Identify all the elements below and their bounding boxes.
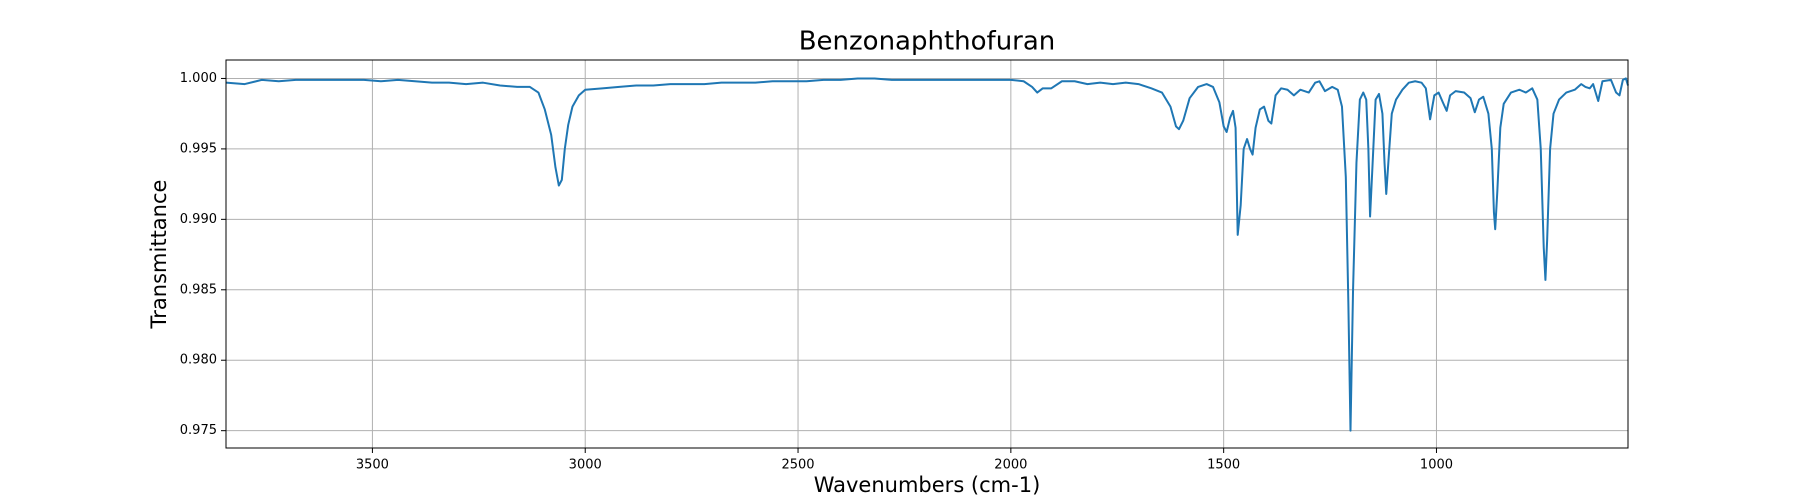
y-tick-label: 0.985 [180,282,217,297]
axes-frame [225,59,1629,449]
y-tick-label: 1.000 [180,71,217,86]
x-tick-label: 3500 [356,458,389,473]
x-tick-label: 2000 [994,458,1027,473]
y-tick-label: 0.990 [180,212,217,227]
x-tick-label: 3000 [569,458,602,473]
y-tick-label: 0.975 [180,423,217,438]
y-tick-label: 0.995 [180,141,217,156]
y-axis-label: Transmittance [147,180,171,330]
y-tick-label: 0.980 [180,353,217,368]
x-tick-label: 2500 [781,458,814,473]
x-tick-label: 1000 [1420,458,1453,473]
x-axis-label: Wavenumbers (cm-1) [814,473,1041,497]
x-tick-label: 1500 [1207,458,1240,473]
spectrum-line [225,77,1629,432]
chart-title: Benzonaphthofuran [799,27,1056,57]
